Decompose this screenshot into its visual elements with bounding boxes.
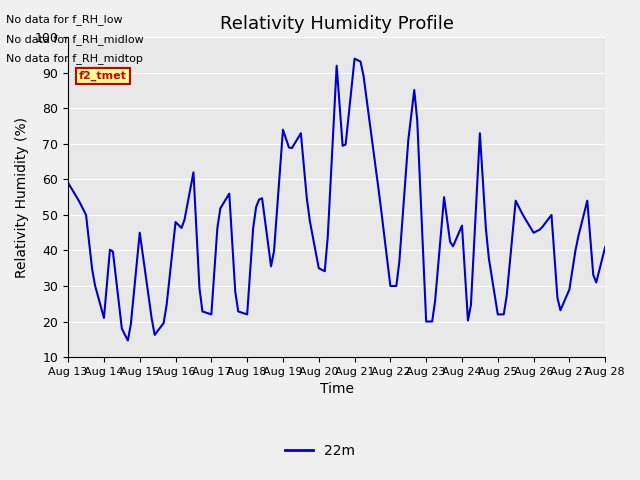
Title: Relativity Humidity Profile: Relativity Humidity Profile [220,15,454,33]
Text: No data for f_RH_midlow: No data for f_RH_midlow [6,34,144,45]
Legend:  [331,409,342,420]
Legend: 22m: 22m [280,438,360,464]
Text: f2_tmet: f2_tmet [79,71,127,81]
Text: No data for f_RH_midtop: No data for f_RH_midtop [6,53,143,64]
Text: No data for f_RH_low: No data for f_RH_low [6,14,123,25]
Y-axis label: Relativity Humidity (%): Relativity Humidity (%) [15,117,29,278]
X-axis label: Time: Time [319,382,354,396]
